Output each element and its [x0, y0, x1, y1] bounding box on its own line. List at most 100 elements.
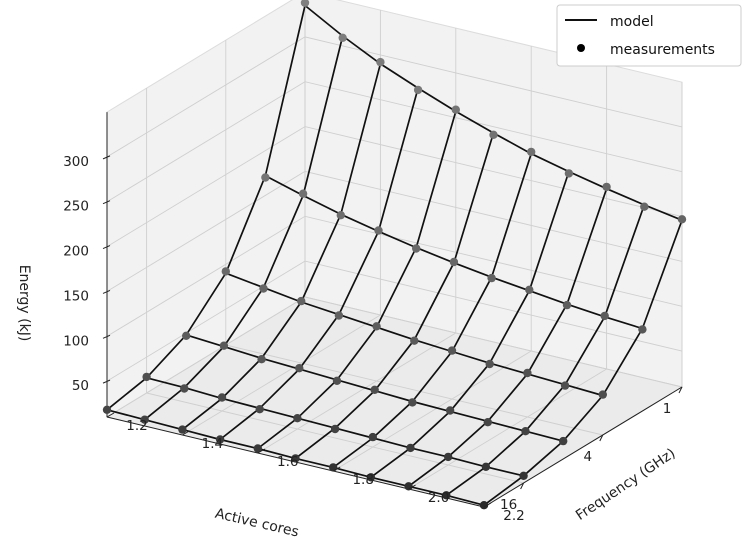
measurement-point [368, 432, 377, 442]
measurement-point [600, 311, 609, 321]
y-tick-mark [106, 412, 115, 418]
measurement-point [330, 424, 340, 434]
measurement-point [140, 415, 149, 424]
y-tick-label: 1.2 [126, 418, 147, 434]
measurement-point [677, 215, 687, 224]
measurement-point [219, 341, 229, 350]
measurement-point [332, 376, 342, 385]
y-grid-line [182, 10, 381, 436]
z-tick-label: 250 [63, 199, 89, 215]
z-tick-mark [102, 379, 111, 384]
y-grid-line [408, 64, 608, 490]
z-axis-title: Energy (kJ) [16, 265, 32, 342]
measurement-point [445, 406, 455, 415]
measurement-point [376, 57, 385, 67]
measurement-point [442, 491, 451, 500]
y-tick-mark [182, 430, 190, 436]
measurement-point [638, 325, 647, 334]
surface-line-frequency [445, 204, 646, 496]
measurement-point [412, 244, 421, 253]
y-tick-label: 1.6 [277, 454, 298, 470]
grid-lines [106, 0, 683, 508]
measurement-point [374, 226, 383, 235]
y-tick-label: 2.0 [428, 490, 449, 506]
measurement-point [291, 454, 300, 463]
z-tick-label: 100 [63, 333, 89, 349]
measurement-point [521, 427, 530, 436]
z-tick-mark [102, 200, 111, 205]
tick-labels: 50 100 150 200 250 300 1 4 16 1.2 1.4 1.6 1.8 2.0 2.2 [63, 154, 683, 524]
y-tick-mark [408, 484, 416, 490]
measurement-point [447, 346, 457, 355]
measurement-point [372, 322, 381, 331]
legend-measurement-dot-icon [577, 44, 585, 52]
z-tick-label: 200 [63, 244, 89, 260]
surface-line-frequency [257, 111, 457, 450]
measurement-point [449, 257, 459, 267]
measurement-point [479, 501, 489, 510]
z-tick-label: 50 [72, 378, 89, 394]
measurement-point [336, 211, 345, 220]
measurement-point [102, 405, 112, 414]
y-tick-mark [332, 466, 341, 472]
x-tick-label: 16 [500, 497, 517, 513]
x-tick-label: 1 [663, 401, 672, 417]
x-axis-line [483, 386, 683, 508]
measurement-point [481, 462, 491, 471]
measurement-points [102, 0, 687, 510]
x-tick-mark [678, 386, 683, 394]
surface-line-frequency [144, 35, 344, 421]
measurement-point [329, 463, 338, 472]
y-tick-mark [257, 448, 266, 454]
measurement-point [217, 393, 227, 402]
surface-line-frequency [294, 132, 495, 460]
measurement-point [406, 443, 415, 453]
measurement-point [451, 105, 460, 114]
surface-line-frequency [106, 5, 306, 411]
measurement-point [410, 336, 419, 345]
surface-line-frequency [181, 63, 382, 431]
z-tick-mark [102, 155, 111, 160]
measurement-point [489, 130, 498, 139]
x-axis-title: Active cores [214, 506, 301, 541]
y-tick-label: 2.2 [503, 508, 524, 524]
measurement-point [413, 85, 423, 95]
measurement-point [487, 273, 496, 283]
measurement-point [408, 398, 417, 407]
measurement-point [300, 0, 310, 7]
measurement-point [293, 414, 302, 423]
measurement-point [559, 436, 568, 446]
measurement-point [598, 390, 607, 399]
surface-line-frequency [483, 219, 683, 506]
legend: model measurements [556, 4, 742, 67]
measurement-point [257, 355, 266, 364]
measurement-point [485, 359, 494, 369]
y-grid-line [257, 28, 457, 454]
measurement-point [182, 331, 191, 340]
measurement-point [564, 169, 574, 178]
y-grid-line [106, 0, 306, 418]
measurement-point [253, 444, 262, 453]
legend-box [556, 4, 742, 67]
measurement-point [527, 147, 536, 157]
axis-panes [105, 0, 684, 508]
measurement-point [259, 284, 268, 293]
measurement-point [297, 296, 306, 306]
surface-line-frequency [332, 153, 533, 469]
measurement-point [142, 372, 151, 382]
y-tick-mark [483, 502, 492, 508]
measurement-point [640, 202, 649, 211]
measurement-point [180, 384, 189, 393]
legend-model-label: model [610, 14, 654, 30]
measurement-point [261, 173, 270, 182]
measurement-point [560, 381, 570, 390]
z-tick-label: 150 [63, 288, 89, 304]
measurement-point [370, 385, 379, 394]
measurement-point [562, 300, 572, 310]
x-tick-mark [520, 482, 525, 490]
z-tick-label: 300 [63, 154, 89, 170]
x-tick-label: 4 [584, 449, 593, 465]
measurement-point [178, 425, 187, 434]
legend-measurements-label: measurements [610, 42, 715, 58]
